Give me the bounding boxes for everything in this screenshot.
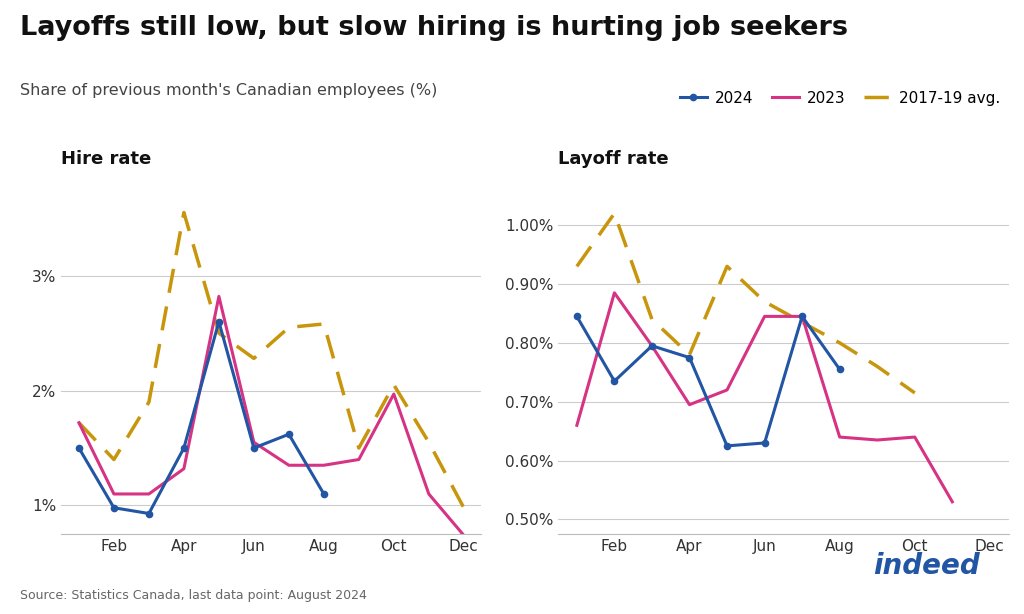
Text: Hire rate: Hire rate [61, 150, 152, 168]
Text: Source: Statistics Canada, last data point: August 2024: Source: Statistics Canada, last data poi… [20, 589, 368, 602]
Text: Layoff rate: Layoff rate [558, 150, 669, 168]
Text: Share of previous month's Canadian employees (%): Share of previous month's Canadian emplo… [20, 83, 438, 98]
Legend: 2024, 2023, 2017-19 avg.: 2024, 2023, 2017-19 avg. [674, 84, 1007, 112]
Text: indeed: indeed [873, 552, 980, 580]
Text: Layoffs still low, but slow hiring is hurting job seekers: Layoffs still low, but slow hiring is hu… [20, 15, 849, 41]
